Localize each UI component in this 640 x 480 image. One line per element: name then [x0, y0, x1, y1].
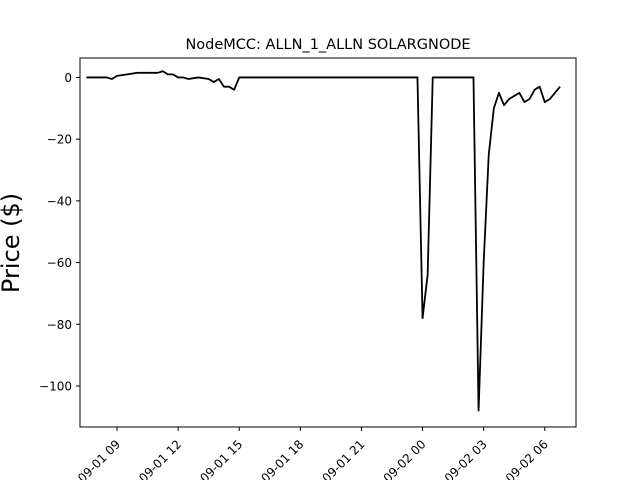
axes-frame: [79, 57, 577, 428]
y-tick-label: −100: [39, 379, 72, 393]
x-tick-label: 09-01 15: [197, 437, 245, 480]
y-tick-label: −40: [47, 194, 72, 208]
chart-title: NodeMCC: ALLN_1_ALLN SOLARGNODE: [185, 37, 470, 53]
x-tick-label: 09-01 21: [320, 437, 368, 480]
x-tick-label: 09-02 06: [503, 437, 551, 480]
y-axis-label: Price ($): [0, 193, 25, 293]
y-tick-label: −80: [47, 318, 72, 332]
x-axis: 09-01 09 09-01 12 09-01 15 09-01 18 09-01 21…: [75, 427, 551, 480]
x-tick-label: 09-01 12: [136, 437, 184, 480]
y-tick-label: 0: [64, 71, 72, 85]
y-tick-label: −20: [47, 133, 72, 147]
series-line-0: [86, 70, 561, 412]
plot-area: [86, 70, 561, 412]
y-tick-label: −60: [47, 256, 72, 270]
y-axis: 0 −20 −40 −60 −80 −100: [39, 71, 80, 393]
x-tick-label: 09-01 18: [258, 437, 306, 480]
x-tick-label: 09-02 00: [381, 437, 429, 480]
x-tick-label: 09-02 03: [442, 437, 490, 480]
x-tick-label: 09-01 09: [75, 437, 123, 480]
